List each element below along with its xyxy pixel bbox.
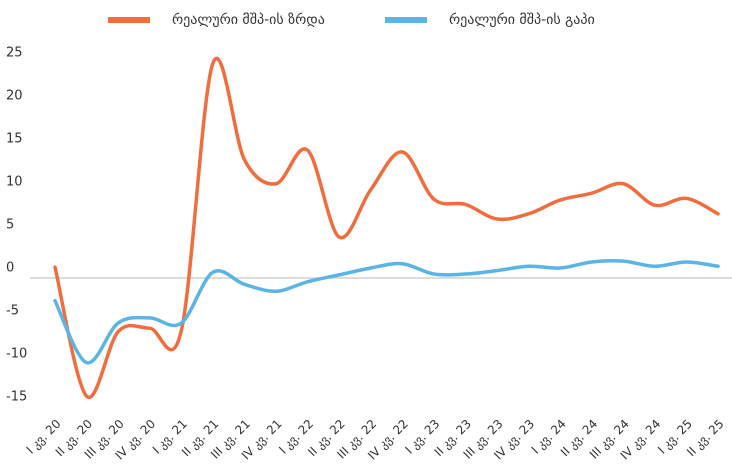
y-tick-label: 10 [6, 175, 23, 190]
series-line [53, 57, 720, 400]
y-tick-label: -15 [6, 390, 27, 405]
y-tick-label: 25 [6, 46, 23, 61]
legend-label: რეალური მშპ-ის ზრდა [172, 11, 325, 28]
y-tick-label: 0 [6, 261, 14, 276]
y-tick-label: 20 [6, 89, 23, 104]
y-tick-label: 15 [6, 132, 23, 147]
legend-label: რეალური მშპ-ის გაპი [449, 11, 595, 28]
legend: რეალური მშპ-ის ზრდა რეალური მშპ-ის გაპი [108, 11, 595, 28]
y-tick-label: 5 [6, 218, 14, 233]
series-line [53, 259, 720, 365]
y-tick-label: -10 [6, 347, 27, 362]
y-tick-label: -5 [6, 304, 19, 319]
